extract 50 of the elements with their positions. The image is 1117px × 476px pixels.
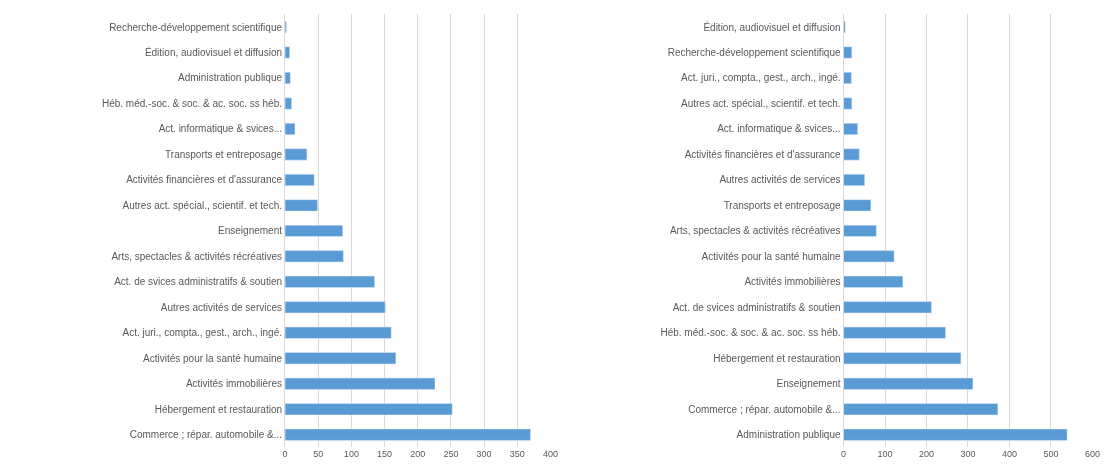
y-tick-label: Arts, spectacles & activités récréatives — [669, 225, 841, 237]
y-tick-label: Administration publique — [178, 72, 283, 84]
y-tick-label: Commerce ; répar. automobile &... — [129, 429, 283, 441]
y-tick-label: Act. informatique & svices... — [158, 123, 283, 135]
y-tick-label: Activités immobilières — [744, 276, 841, 288]
x-tick-label: 100 — [877, 449, 893, 460]
x-tick-label: 400 — [542, 449, 558, 460]
x-tick-label: 50 — [313, 449, 324, 460]
x-tick-label: 250 — [443, 449, 459, 460]
y-tick-label: Act. juri., compta., gest., arch., ingé. — [122, 327, 283, 339]
x-tick-label: 200 — [410, 449, 426, 460]
y-tick-label: Act. juri., compta., gest., arch., ingé. — [681, 72, 841, 84]
y-tick-label: Activités financières et d'assurance — [684, 148, 841, 160]
y-tick-label: Hébergement et restauration — [154, 403, 283, 415]
x-tick-label: 200 — [918, 449, 935, 460]
y-tick-label: Act. informatique & svices... — [717, 123, 841, 135]
y-tick-label: Transports et entreposage — [165, 148, 283, 160]
x-tick-label: 600 — [1084, 449, 1100, 460]
x-tick-label: 400 — [1001, 449, 1017, 460]
y-tick-label: Arts, spectacles & activités récréatives — [111, 250, 283, 262]
y-tick-label: Héb. méd.-soc. & soc. & ac. soc. ss héb. — [660, 327, 841, 339]
y-tick-label: Transports et entreposage — [723, 199, 841, 211]
y-tick-label: Autres act. spécial., scientif. et tech. — [681, 97, 841, 109]
y-tick-label: Activités pour la santé humaine — [701, 250, 841, 262]
y-tick-label: Activités immobilières — [185, 378, 283, 390]
y-tick-label: Commerce ; répar. automobile &... — [688, 403, 841, 415]
x-tick-label: 300 — [960, 449, 976, 460]
y-tick-label: Recherche-développement scientifique — [667, 47, 841, 58]
y-tick-label: Administration publique — [736, 429, 841, 441]
x-tick-label: 0 — [841, 449, 847, 460]
x-tick-label: 300 — [476, 449, 492, 460]
y-tick-label: Héb. méd.-soc. & soc. & ac. soc. ss héb. — [101, 97, 283, 109]
x-tick-label: 150 — [377, 449, 393, 460]
y-tick-label: Autres act. spécial., scientif. et tech. — [122, 199, 283, 211]
x-tick-label: 100 — [343, 449, 359, 460]
x-tick-label: 350 — [509, 449, 525, 460]
y-tick-label: Activités financières et d'assurance — [126, 174, 283, 186]
y-tick-label: Édition, audiovisuel et diffusion — [703, 20, 841, 33]
x-tick-label: 0 — [282, 449, 288, 460]
y-tick-label: Autres activités de services — [160, 301, 283, 313]
y-tick-label: Édition, audiovisuel et diffusion — [144, 46, 283, 58]
y-tick-label: Act. de svices administratifs & soutien — [114, 276, 283, 288]
y-tick-label: Act. de svices administratifs & soutien — [672, 301, 841, 313]
y-tick-label: Hébergement et restauration — [713, 352, 841, 364]
y-tick-label: Enseignement — [776, 378, 841, 390]
y-tick-label: Enseignement — [218, 225, 283, 237]
y-tick-label: Activités pour la santé humaine — [143, 352, 283, 364]
x-tick-label: 500 — [1043, 449, 1059, 460]
y-tick-label: Autres activités de services — [719, 174, 841, 186]
y-tick-label: Recherche-développement scientifique — [109, 21, 283, 33]
